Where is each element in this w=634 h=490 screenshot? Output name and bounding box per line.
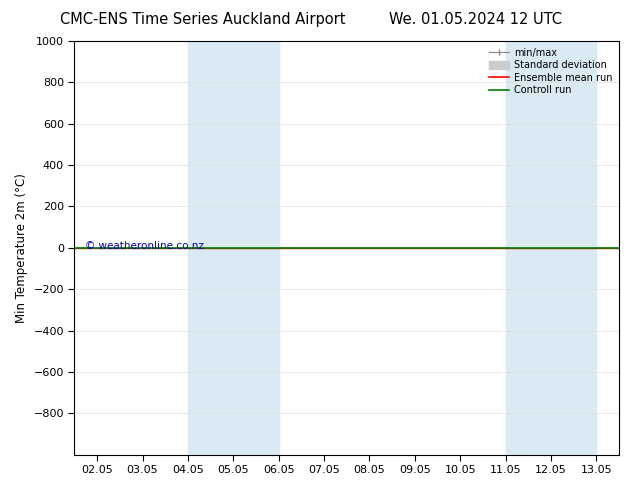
Text: © weatheronline.co.nz: © weatheronline.co.nz bbox=[86, 241, 204, 251]
Legend: min/max, Standard deviation, Ensemble mean run, Controll run: min/max, Standard deviation, Ensemble me… bbox=[488, 46, 614, 97]
Bar bbox=[188, 41, 279, 455]
Text: We. 01.05.2024 12 UTC: We. 01.05.2024 12 UTC bbox=[389, 12, 562, 27]
Y-axis label: Min Temperature 2m (°C): Min Temperature 2m (°C) bbox=[15, 173, 28, 323]
Bar bbox=[505, 41, 597, 455]
Text: CMC-ENS Time Series Auckland Airport: CMC-ENS Time Series Auckland Airport bbox=[60, 12, 346, 27]
